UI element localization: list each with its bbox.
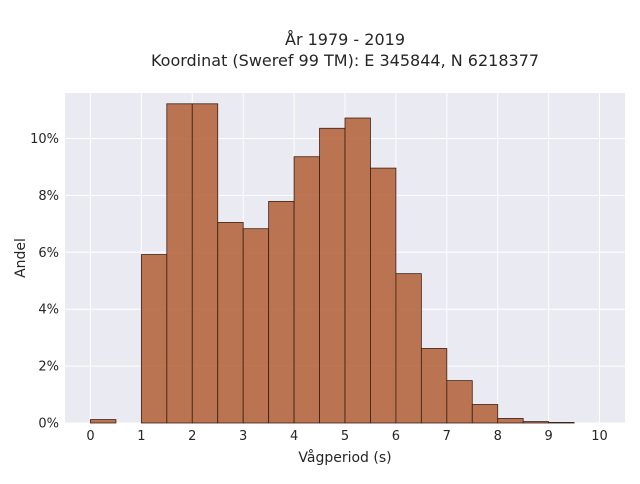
histogram-bar (395, 273, 422, 424)
x-tick-label: 7 (443, 429, 451, 444)
x-tick-label: 4 (290, 429, 298, 444)
histogram-bar (268, 200, 295, 424)
histogram-bar (471, 404, 499, 424)
x-tick-label: 3 (239, 429, 247, 444)
y-tick-label: 10% (30, 132, 59, 147)
chart-title-line1: År 1979 - 2019 (285, 30, 405, 49)
y-axis-label: Andel (13, 238, 29, 278)
y-tick-label: 8% (38, 189, 59, 204)
y-tick-labels: 0% 2% 4% 6% 8% 10% (30, 132, 59, 431)
chart-title-line2: Koordinat (Sweref 99 TM): E 345844, N 62… (151, 51, 539, 70)
histogram-bar (293, 156, 320, 424)
y-tick-label: 2% (38, 360, 59, 375)
histogram-bar (522, 421, 550, 424)
histogram-bar (319, 127, 346, 424)
histogram-bar (191, 103, 219, 424)
x-tick-label: 5 (341, 429, 349, 444)
histogram-bar (370, 167, 397, 424)
histogram-bar (90, 419, 117, 424)
x-tick-labels: 0 1 2 3 4 5 6 7 8 9 10 (86, 429, 608, 444)
histogram-bar (548, 422, 575, 424)
histogram-bars (90, 103, 575, 424)
x-tick-label: 0 (86, 429, 94, 444)
y-tick-label: 0% (38, 417, 59, 432)
histogram-bar (242, 228, 270, 424)
y-tick-label: 6% (38, 246, 59, 261)
x-tick-label: 10 (591, 429, 608, 444)
histogram-bar (446, 380, 473, 424)
histogram-bar (140, 254, 168, 424)
histogram-bar (166, 103, 193, 424)
histogram-bar (217, 222, 244, 424)
x-tick-label: 6 (392, 429, 400, 444)
histogram-bar (497, 418, 524, 424)
x-tick-label: 9 (544, 429, 552, 444)
histogram-bar (344, 117, 371, 424)
x-axis-label: Vågperiod (s) (298, 449, 391, 466)
x-tick-label: 2 (188, 429, 196, 444)
x-tick-label: 1 (137, 429, 145, 444)
histogram-bar (420, 348, 448, 424)
y-tick-label: 4% (38, 303, 59, 318)
x-tick-label: 8 (494, 429, 502, 444)
